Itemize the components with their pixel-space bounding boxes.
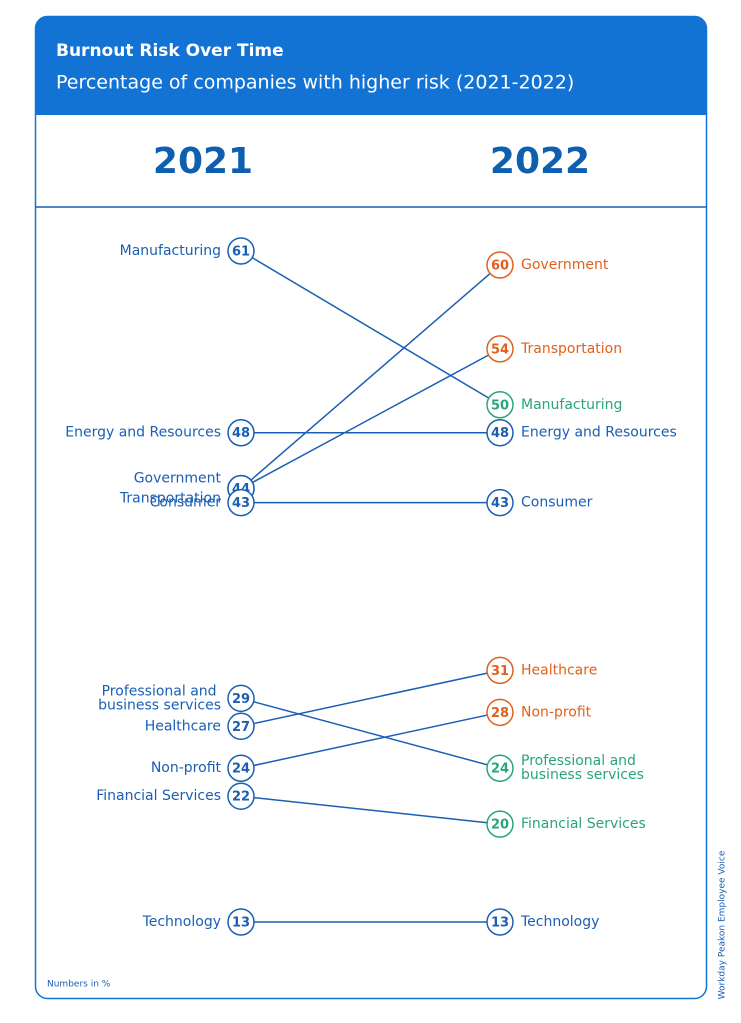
header-band	[35, 16, 707, 115]
slope-line	[240, 348, 501, 490]
value-label: 54	[491, 342, 509, 357]
value-label: 48	[491, 426, 509, 441]
category-label: Transportation	[520, 341, 622, 357]
category-label: Government	[134, 471, 222, 487]
category-label: Consumer	[150, 495, 222, 511]
slope-line	[240, 669, 501, 728]
value-marker	[227, 684, 255, 713]
source: Workday Peakon Employee Voice	[718, 850, 728, 999]
slope-line	[240, 795, 501, 825]
value-label: 43	[491, 496, 509, 511]
period-header: 2021	[153, 141, 253, 182]
category-label: Technology	[142, 914, 221, 930]
value-label: 50	[491, 398, 509, 413]
value-marker	[486, 418, 514, 447]
category-label: Energy and Resources	[65, 425, 221, 441]
category-label: Non-profit	[521, 704, 592, 720]
value-marker	[227, 908, 255, 936]
chart-title: Burnout Risk Over Time	[56, 41, 284, 61]
value-marker	[486, 656, 514, 685]
slope-line	[240, 264, 501, 490]
card	[34, 15, 708, 1000]
value-label: 24	[491, 762, 509, 777]
category-label: Consumer	[521, 495, 593, 511]
category-label: Healthcare	[145, 718, 221, 734]
value-label: 22	[232, 790, 250, 805]
value-label: 31	[491, 664, 509, 679]
value-marker	[486, 908, 514, 936]
category-label: Non-profit	[151, 760, 222, 776]
category-label: Manufacturing	[120, 243, 221, 259]
value-marker	[227, 782, 255, 810]
value-label: 43	[232, 496, 250, 511]
slope-line	[240, 697, 501, 769]
note: Numbers in %	[47, 980, 111, 990]
value-marker	[227, 754, 255, 782]
value-label: 48	[232, 426, 250, 441]
category-label: Technology	[520, 914, 599, 930]
category-label: Manufacturing	[521, 397, 622, 413]
category-label: Government	[521, 257, 609, 273]
value-label: 13	[232, 916, 250, 931]
value-label: 60	[491, 258, 509, 273]
category-label: Financial Services	[521, 816, 646, 832]
value-marker	[227, 418, 255, 447]
value-label: 24	[232, 762, 250, 777]
chart-subtitle: Percentage of companies with higher risk…	[56, 72, 574, 94]
value-marker	[486, 335, 514, 363]
slope-line	[240, 250, 501, 406]
value-marker	[486, 391, 514, 419]
value-marker	[486, 754, 514, 782]
value-label: 27	[232, 720, 250, 735]
value-marker	[227, 237, 255, 265]
category-label: Financial Services	[96, 788, 221, 804]
value-label: 29	[232, 692, 250, 707]
category-label: Transportation	[119, 491, 221, 507]
category-label: Professional and business services	[98, 683, 221, 713]
value-label: 61	[232, 245, 250, 260]
category-label: Healthcare	[521, 662, 597, 678]
value-marker	[486, 810, 514, 838]
value-marker	[486, 488, 514, 517]
category-label: Professional and business services	[521, 753, 644, 783]
category-label: Energy and Resources	[521, 425, 677, 441]
slope-line	[240, 711, 501, 769]
value-label: 28	[491, 706, 509, 721]
value-marker	[486, 698, 514, 727]
value-label: 20	[491, 818, 509, 833]
period-header: 2022	[490, 141, 590, 182]
value-marker	[486, 251, 514, 279]
value-label: 13	[491, 916, 509, 931]
value-marker	[227, 712, 255, 741]
value-marker	[227, 488, 255, 517]
